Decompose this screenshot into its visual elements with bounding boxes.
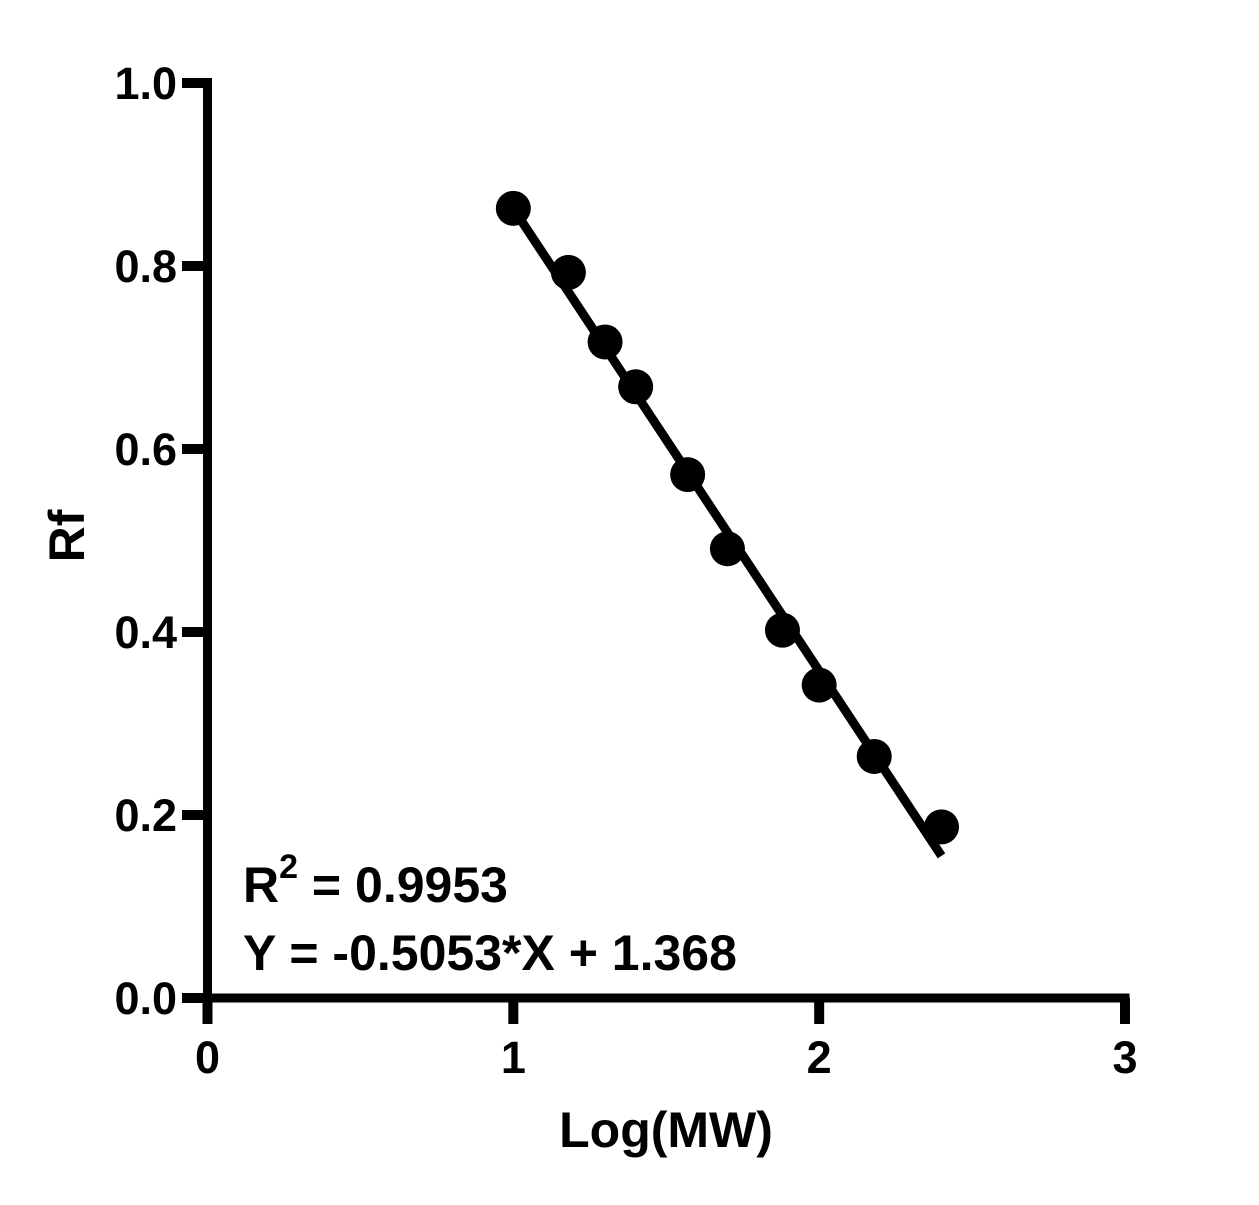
y-axis-tick-labels: 0.0 0.2 0.4 0.6 0.8 1.0 [114,58,177,1024]
y-tick-label: 1.0 [114,58,177,109]
data-point [764,612,800,648]
data-point [587,324,623,360]
x-axis-ticks [202,998,1130,1024]
y-tick-label: 0.6 [114,424,177,475]
y-axis-ticks [182,78,212,1003]
x-axis-tick-labels: 0 1 2 3 [195,1032,1138,1083]
data-point [670,457,706,493]
x-tick-label: 3 [1112,1032,1137,1083]
data-points [495,190,959,845]
data-point [495,190,531,226]
data-point [924,809,959,845]
annotation-equation: Y = -0.5053*X + 1.368 [243,925,737,981]
y-tick-label: 0.8 [114,241,177,292]
annotation-r-squared: R2 = 0.9953 [243,848,508,913]
y-axis-title: Rf [39,509,95,562]
data-point [618,369,654,405]
y-tick-label: 0.2 [114,790,177,841]
data-point [801,667,837,703]
y-tick-label: 0.4 [114,607,177,658]
x-tick-label: 1 [501,1032,526,1083]
data-point [709,531,745,567]
x-tick-label: 0 [195,1032,220,1083]
x-tick-label: 2 [807,1032,832,1083]
x-axis-title: Log(MW) [559,1102,773,1158]
data-point [856,738,892,774]
data-point [550,254,586,290]
y-tick-label: 0.0 [114,973,177,1024]
